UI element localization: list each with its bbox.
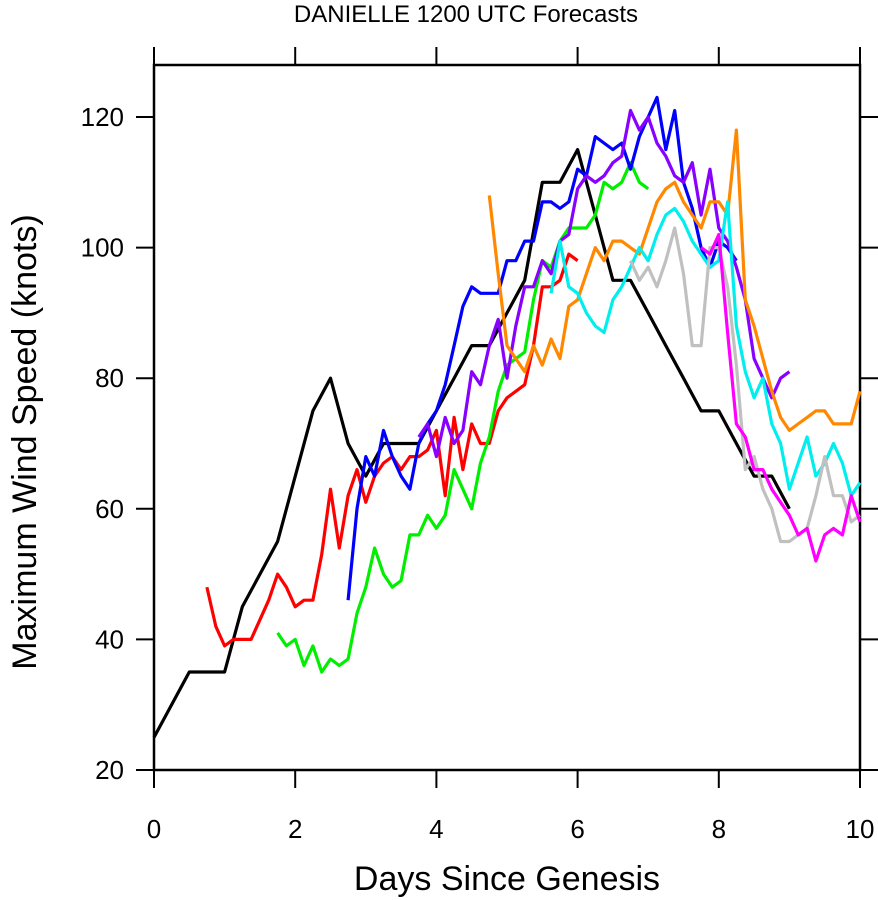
y-tick-label: 80	[95, 363, 124, 393]
series-line-forecast-green	[276, 161, 650, 674]
series-line-forecast-orange	[487, 128, 862, 432]
plot-border	[152, 63, 862, 772]
x-tick-label: 4	[429, 814, 443, 844]
y-axis-title: Maximum Wind Speed (knots)	[6, 214, 44, 669]
x-tick-label: 6	[570, 814, 584, 844]
x-tick-label: 0	[147, 814, 161, 844]
series-line-best-track	[152, 148, 791, 739]
y-tick-label: 40	[95, 624, 124, 654]
series-line-forecast-blue	[346, 95, 738, 601]
plot-frame	[152, 63, 862, 772]
series-line-forecast-cyan	[549, 200, 862, 498]
y-tick-label: 20	[95, 755, 124, 785]
x-tick-label: 10	[846, 814, 875, 844]
series-line-forecast-purple	[417, 108, 791, 459]
series-line-forecast-gray	[629, 226, 861, 544]
series-layer	[152, 95, 862, 739]
axis-ticks: 0 2 4 6 8 10 20 40 60 80 100 120	[81, 47, 878, 844]
series-line-forecast-magenta	[700, 232, 862, 563]
y-tick-label: 60	[95, 494, 124, 524]
x-tick-label: 8	[712, 814, 726, 844]
y-tick-label: 100	[81, 233, 124, 263]
chart-title: DANIELLE 1200 UTC Forecasts	[294, 1, 638, 28]
x-tick-label: 2	[288, 814, 302, 844]
y-tick-label: 120	[81, 102, 124, 132]
x-axis-title: Days Since Genesis	[354, 860, 660, 898]
